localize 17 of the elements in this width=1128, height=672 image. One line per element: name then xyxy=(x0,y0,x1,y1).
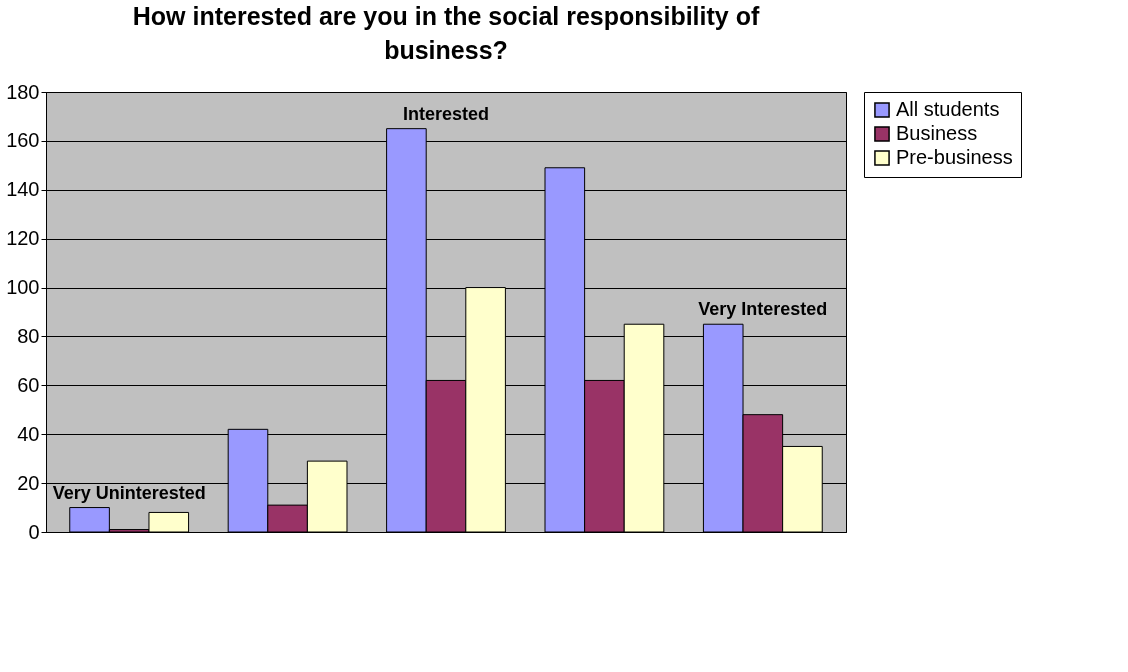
annotation: Very Interested xyxy=(698,299,828,320)
y-tick-label: 80 xyxy=(17,324,40,347)
annotation: Very Uninterested xyxy=(52,482,206,503)
y-tick-label: 20 xyxy=(17,471,40,494)
legend-label: Business xyxy=(896,122,978,144)
chart-title: How interested are you in the social responsibility of business? xyxy=(132,2,760,64)
y-tick-label: 40 xyxy=(17,422,40,445)
legend-label: All students xyxy=(896,98,1000,120)
annotation: Interested xyxy=(402,103,490,124)
y-tick-label: 180 xyxy=(6,80,40,103)
y-tick-label: 120 xyxy=(6,227,40,250)
y-tick-label: 0 xyxy=(28,520,40,543)
y-tick-label: 140 xyxy=(6,178,40,201)
y-tick-label: 160 xyxy=(6,129,40,152)
legend-label: Pre-business xyxy=(896,146,1013,168)
y-tick-label: 60 xyxy=(17,373,40,396)
y-tick-label: 100 xyxy=(6,276,40,299)
